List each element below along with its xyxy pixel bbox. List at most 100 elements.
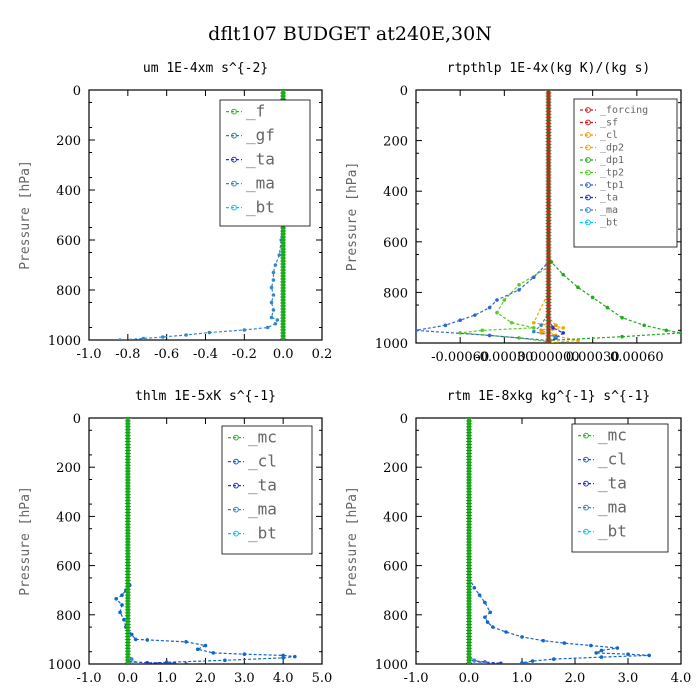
legend-entry-bt: _bt: [580, 218, 618, 229]
data-point: [242, 328, 247, 332]
series-line: [532, 90, 579, 343]
y-tick-label: 600: [383, 560, 408, 575]
data-point: [520, 660, 524, 664]
x-tick-label: -1.0: [76, 671, 101, 686]
plot-area: [466, 418, 651, 664]
series-line: [115, 418, 295, 664]
panel-title: rtm 1E-8xkg kg^{-1} s^{-1}: [447, 389, 651, 404]
series-line: [460, 90, 550, 343]
legend-marker: [585, 144, 591, 151]
data-point: [576, 285, 580, 290]
data-point: [184, 333, 188, 337]
legend-marker: [585, 194, 591, 201]
y-tick-label: 400: [56, 184, 81, 199]
series-line: [547, 90, 565, 343]
x-tick-label: 3.0: [618, 671, 639, 686]
data-point: [531, 326, 536, 330]
legend-marker: [583, 456, 589, 463]
x-tick-label: 0.0: [117, 671, 138, 686]
y-axis-label: Pressure [hPa]: [345, 162, 360, 272]
data-point: [195, 647, 200, 652]
legend-label: _ta: [246, 149, 275, 168]
legend-entry-ma: _ma: [578, 497, 627, 516]
x-tick-label: -0.00030: [475, 350, 533, 365]
legend-marker: [231, 204, 237, 211]
legend-entry-cl: _cl: [580, 130, 618, 141]
legend-marker: [233, 530, 239, 537]
legend-label: _forcing: [600, 105, 648, 116]
legend: _f _gf _ta _ma _bt: [219, 99, 311, 227]
data-point: [605, 305, 610, 310]
legend-marker: [585, 219, 591, 226]
legend-entry-gf: _gf: [226, 125, 275, 144]
legend-label: _bt: [246, 197, 275, 216]
legend-marker: [585, 119, 591, 126]
legend-marker: [583, 504, 589, 511]
data-point: [615, 646, 620, 650]
data-point: [271, 270, 276, 275]
y-tick-label: 800: [56, 609, 81, 624]
x-tick-label: 3.0: [234, 671, 255, 686]
data-point: [520, 635, 524, 639]
x-tick-label: -1.0: [76, 347, 101, 362]
legend-entry-ta: _ta: [580, 193, 618, 204]
legend-label: _gf: [246, 125, 275, 144]
x-tick-label: 2.0: [195, 671, 216, 686]
x-tick-label: 5.0: [312, 671, 333, 686]
y-tick-label: 0: [73, 84, 81, 99]
legend-entry-cl: _cl: [578, 449, 627, 468]
legend-entry-ma: _ma: [580, 205, 618, 216]
data-point: [590, 295, 595, 300]
data-point: [502, 298, 507, 302]
data-point: [145, 638, 150, 642]
data-point: [491, 625, 495, 629]
legend-entry-cl: _cl: [228, 451, 277, 470]
chart-panel-2: rtpthlp 1E-4x(kg K)/(kg s) Pressure [hPa]…: [345, 61, 682, 365]
legend-marker: [585, 157, 591, 163]
chart-panel-3: thlm 1E-5xK s^{-1} Pressure [hPa] 0 200 400 6…: [18, 389, 332, 686]
data-point: [504, 630, 508, 634]
data-point: [539, 328, 543, 333]
y-tick-label: 200: [56, 134, 81, 149]
legend: _mc _cl _ta _ma _bt: [221, 425, 313, 555]
legend-label: _ma: [598, 497, 627, 516]
y-tick-label: 200: [56, 461, 81, 476]
legend-label: _cl: [598, 449, 627, 468]
data-point: [589, 643, 593, 648]
data-point: [541, 638, 545, 643]
data-point: [561, 331, 566, 335]
data-point: [620, 334, 624, 339]
data-point: [203, 643, 208, 648]
legend-marker: [585, 182, 591, 188]
data-point: [531, 320, 536, 325]
data-point: [517, 336, 521, 340]
data-point: [269, 315, 274, 320]
y-tick-label: 800: [56, 284, 81, 299]
y-tick-label: 400: [383, 510, 408, 525]
panel-title: um 1E-4xm s^{-2}: [143, 61, 268, 76]
legend-marker: [585, 132, 591, 138]
zero-profile: [124, 418, 131, 664]
data-point: [271, 293, 276, 297]
series-tp1: [416, 90, 551, 343]
data-point: [141, 336, 146, 340]
legend-entry-ma: _ma: [228, 499, 277, 518]
series-line: [416, 90, 550, 342]
legend-marker: [233, 482, 239, 489]
data-point: [562, 641, 567, 645]
legend-label: _cl: [248, 451, 277, 470]
y-tick-label: 1000: [375, 337, 408, 352]
data-point: [211, 651, 216, 655]
plot-frame: [415, 417, 682, 665]
legend-entry-forcing: _forcing: [580, 105, 648, 116]
data-point: [472, 662, 477, 664]
legend-label: _ma: [600, 205, 618, 216]
legend-marker: [233, 458, 239, 465]
data-point: [269, 285, 274, 290]
data-point: [517, 288, 521, 292]
x-tick-label: 2.0: [565, 671, 586, 686]
series-ma: [531, 90, 558, 343]
data-point: [554, 334, 558, 339]
legend-marker: [585, 207, 591, 213]
legend-label: _dp2: [600, 143, 624, 154]
